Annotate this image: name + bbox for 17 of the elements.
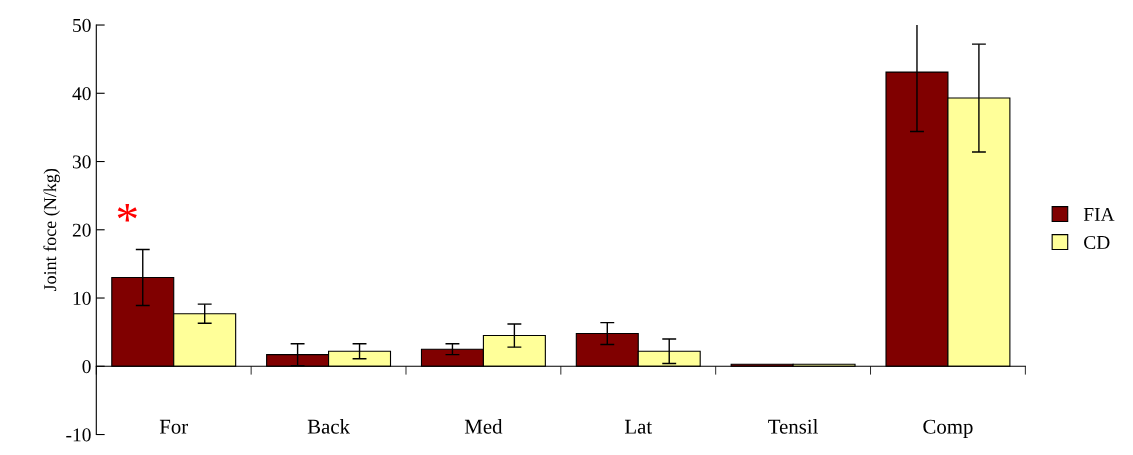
y-tick-label: 40 xyxy=(72,87,91,101)
x-tick-label: Tensil xyxy=(768,419,818,434)
y-tick-label: 30 xyxy=(72,155,91,169)
x-tick-label: Comp xyxy=(923,419,973,438)
legend-label: FIA xyxy=(1083,207,1115,221)
x-tick-label: Lat xyxy=(624,419,653,434)
legend-label: CD xyxy=(1084,235,1110,250)
y-axis-title: Joint foce (N/kg) xyxy=(43,168,60,292)
y-tick-label: -10 xyxy=(66,428,91,442)
y-tick-label: 0 xyxy=(82,360,91,374)
y-tick-label: 10 xyxy=(73,291,91,305)
y-tick-label: 50 xyxy=(73,18,91,32)
x-tick-label: For xyxy=(159,419,189,434)
x-tick-label: Med xyxy=(464,419,503,434)
x-tick-label: Back xyxy=(307,419,350,434)
annotation: * xyxy=(117,204,137,222)
y-tick-label: 20 xyxy=(72,223,91,237)
